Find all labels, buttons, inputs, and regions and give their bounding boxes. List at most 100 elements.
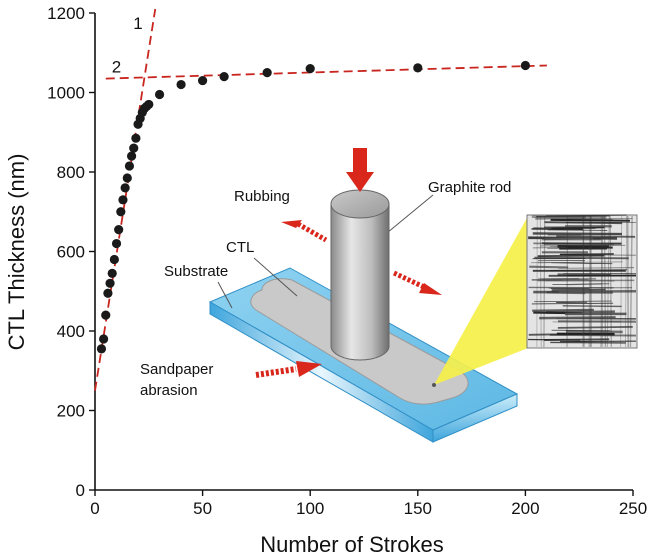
data-point (305, 64, 315, 74)
scratch-line (544, 221, 623, 225)
rubbing-arrow-right (392, 270, 442, 295)
scratch-line (600, 215, 604, 348)
y-ticks: 0 200 400 600 800 1000 1200 (47, 4, 95, 500)
abrasion-label: abrasion (140, 382, 198, 399)
fit-lines: 12 (94, 8, 547, 391)
data-point (154, 89, 165, 100)
scratch-line (550, 218, 630, 222)
scratch-line (551, 226, 605, 230)
scratch-line (544, 338, 610, 341)
scratch-line (543, 215, 546, 348)
graphite-rod-body (330, 203, 390, 361)
data-point (105, 278, 115, 288)
scratch-line (543, 237, 593, 241)
scratch-line (562, 305, 622, 308)
scratch-line (538, 261, 586, 264)
rubbing-label: Rubbing (234, 188, 290, 205)
data-point (114, 225, 124, 235)
scratch-line (534, 256, 629, 260)
scratch-line (603, 215, 607, 348)
substrate-side-face (432, 393, 518, 443)
scratch-line (565, 330, 623, 334)
data-point (118, 195, 128, 205)
data-points (96, 60, 531, 354)
data-point (413, 63, 423, 73)
scratch-line (588, 215, 591, 348)
fit-line-2 (105, 64, 547, 80)
scratch-line (539, 215, 542, 348)
scratch-line (565, 283, 602, 286)
scratch-texture (528, 214, 637, 348)
scratch-line (529, 265, 569, 269)
scratch-line (551, 262, 613, 265)
data-point (144, 99, 154, 110)
data-point (122, 173, 132, 183)
x-tick-label: 100 (296, 499, 324, 518)
data-point (131, 133, 141, 143)
x-tick-label: 150 (404, 499, 432, 518)
rubbing-arrow-left (281, 220, 328, 243)
scratch-line (537, 254, 605, 258)
y-tick-label: 1000 (47, 84, 85, 103)
y-tick-label: 200 (57, 402, 85, 421)
y-tick-label: 600 (57, 243, 85, 262)
data-point (219, 72, 229, 82)
data-point (176, 79, 186, 90)
scratch-line (539, 316, 616, 320)
scratch-line (609, 215, 612, 348)
y-tick-label: 0 (76, 481, 85, 500)
scratch-line (541, 242, 622, 245)
scratch-line (559, 253, 614, 256)
ctl-label: CTL (226, 239, 254, 256)
scratch-line (532, 308, 594, 312)
x-tick-label: 0 (90, 499, 99, 518)
scratch-line (532, 232, 622, 236)
scratch-line (557, 326, 633, 329)
scratch-line (600, 215, 604, 348)
scratch-line (629, 215, 633, 348)
zoom-beam (434, 216, 528, 385)
scratch-line (541, 277, 579, 281)
substrate-label: Substrate (164, 263, 228, 280)
scratch-line (546, 310, 615, 314)
x-ticks: 0 50 100 150 200 250 (90, 490, 647, 518)
scratch-line (551, 288, 606, 292)
x-tick-label: 50 (193, 499, 212, 518)
substrate-leader (217, 281, 233, 309)
scratch-line (558, 267, 635, 269)
y-tick-label: 1200 (47, 4, 85, 23)
scratch-line (624, 215, 628, 348)
graphite-rod-label: Graphite rod (428, 179, 511, 196)
ctl-leader (253, 257, 298, 297)
data-point (99, 334, 109, 344)
scratch-line (550, 341, 626, 344)
sandpaper-label: Sandpaper (140, 361, 213, 378)
data-point (101, 310, 111, 320)
y-axis-title: CTL Thickness (nm) (4, 154, 29, 351)
scratch-line (558, 289, 637, 293)
scratch-line (556, 235, 636, 238)
data-point (124, 161, 135, 171)
sandpaper-abrasion-illustration: Rubbing Graphite rod CTL Substrate Sandp… (140, 148, 638, 443)
scratch-line (531, 302, 614, 305)
scratch-line (547, 229, 608, 231)
data-point (96, 344, 107, 354)
axes: 0 200 400 600 800 1000 1200 0 50 100 150 200 250 Nu… (4, 4, 647, 557)
data-point (111, 238, 122, 249)
scratch-micrograph (526, 214, 638, 349)
fit-line-label-1: 1 (133, 14, 142, 33)
data-point (520, 60, 531, 71)
scratch-line (626, 215, 630, 348)
scratch-line (606, 215, 610, 348)
data-point (262, 68, 272, 78)
data-point (116, 207, 126, 217)
data-point (129, 143, 139, 153)
y-tick-label: 800 (57, 163, 85, 182)
data-point (126, 151, 137, 161)
x-axis-title: Number of Strokes (260, 532, 443, 557)
sandpaper-arrow (255, 361, 322, 378)
fit-line-label-2: 2 (112, 58, 121, 77)
scratch-line (590, 215, 592, 348)
data-point (107, 268, 117, 278)
